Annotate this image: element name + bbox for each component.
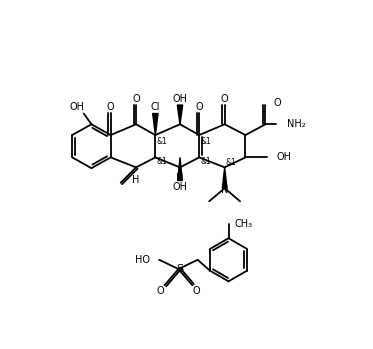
Text: &1: &1 xyxy=(200,157,211,166)
Text: O: O xyxy=(132,94,140,104)
Polygon shape xyxy=(153,113,158,135)
Text: CH₃: CH₃ xyxy=(235,220,253,229)
Text: &1: &1 xyxy=(225,158,236,167)
Polygon shape xyxy=(222,168,227,188)
Text: O: O xyxy=(273,98,281,109)
Text: OH: OH xyxy=(172,94,188,104)
Text: &1: &1 xyxy=(200,138,211,147)
Polygon shape xyxy=(177,105,183,124)
Text: &1: &1 xyxy=(156,157,167,166)
Text: &1: &1 xyxy=(156,138,167,147)
Text: O: O xyxy=(192,287,200,296)
Text: O: O xyxy=(221,94,229,104)
Text: N: N xyxy=(221,185,228,195)
Text: H: H xyxy=(176,173,184,183)
Polygon shape xyxy=(178,157,182,180)
Text: NH₂: NH₂ xyxy=(287,119,305,129)
Text: O: O xyxy=(195,102,203,112)
Text: HO: HO xyxy=(135,255,150,265)
Text: S: S xyxy=(176,264,184,274)
Text: OH: OH xyxy=(172,181,188,192)
Text: O: O xyxy=(107,102,115,112)
Text: OH: OH xyxy=(276,153,291,162)
Text: O: O xyxy=(157,287,164,296)
Text: Cl: Cl xyxy=(151,102,160,112)
Text: OH: OH xyxy=(69,102,84,112)
Text: H: H xyxy=(132,175,140,185)
